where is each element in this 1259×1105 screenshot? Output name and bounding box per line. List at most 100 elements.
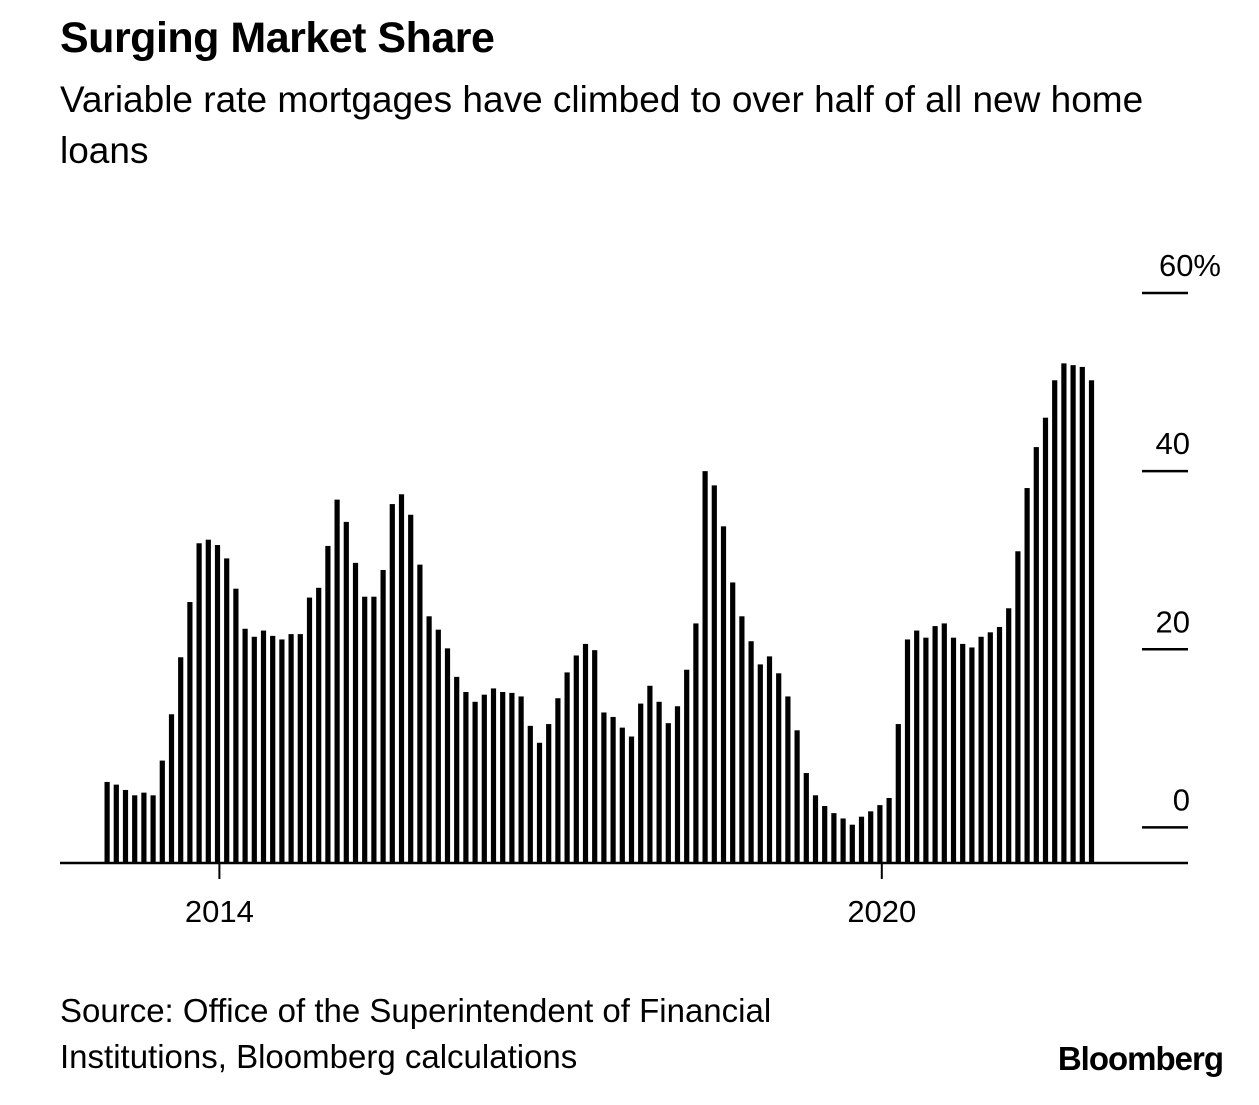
bar bbox=[1042, 417, 1049, 863]
bar bbox=[564, 672, 570, 863]
bar bbox=[481, 694, 487, 863]
bar bbox=[1061, 363, 1067, 863]
x-tick-label: 2014 bbox=[185, 894, 254, 929]
bar bbox=[656, 701, 662, 863]
bar bbox=[306, 597, 313, 863]
bar bbox=[426, 616, 432, 863]
bar bbox=[601, 712, 607, 863]
bar bbox=[914, 630, 920, 863]
bar bbox=[113, 784, 119, 864]
bar bbox=[104, 781, 110, 863]
bar bbox=[214, 545, 221, 863]
bar bbox=[895, 724, 901, 863]
bar bbox=[748, 641, 754, 863]
bar bbox=[665, 723, 671, 863]
bar bbox=[693, 623, 699, 863]
bar bbox=[435, 629, 441, 863]
bar bbox=[555, 698, 561, 863]
y-tick-label: 60% bbox=[1159, 248, 1221, 283]
bar bbox=[803, 773, 809, 863]
chart-title: Surging Market Share bbox=[60, 14, 495, 62]
bar bbox=[987, 632, 993, 863]
bar-chart: 60% 40 20 0 2014 2020 bbox=[60, 248, 1221, 929]
bar bbox=[242, 628, 248, 863]
chart-subtitle: Variable rate mortgages have climbed to … bbox=[60, 79, 1144, 171]
bar bbox=[196, 543, 202, 863]
bar bbox=[849, 824, 855, 863]
bar bbox=[509, 692, 515, 863]
bar bbox=[1024, 488, 1030, 863]
bar bbox=[1079, 366, 1085, 863]
bar bbox=[822, 806, 828, 863]
bar bbox=[730, 582, 736, 863]
x-axis: 2014 2020 bbox=[60, 861, 1188, 929]
bar bbox=[500, 692, 506, 863]
bar bbox=[417, 564, 423, 863]
bar bbox=[260, 630, 267, 863]
bar bbox=[251, 636, 257, 863]
y-axis: 60% 40 20 0 bbox=[1142, 248, 1221, 829]
bar bbox=[408, 514, 414, 863]
bar bbox=[978, 636, 984, 863]
bar bbox=[168, 714, 175, 863]
bar bbox=[141, 792, 147, 863]
bar bbox=[684, 669, 690, 863]
bar bbox=[711, 485, 717, 864]
bar bbox=[969, 647, 975, 863]
bar bbox=[592, 650, 598, 863]
bar bbox=[720, 526, 727, 863]
bar bbox=[776, 673, 782, 863]
bar bbox=[233, 588, 239, 863]
bar bbox=[904, 639, 911, 863]
bar bbox=[463, 692, 469, 863]
bar bbox=[702, 471, 708, 864]
bar bbox=[628, 736, 635, 863]
bar bbox=[325, 545, 331, 863]
bars-group bbox=[104, 363, 1095, 864]
bar bbox=[279, 639, 285, 863]
bar bbox=[757, 664, 763, 863]
bar bbox=[674, 706, 681, 863]
bar bbox=[1015, 551, 1021, 863]
bar bbox=[362, 596, 368, 863]
bar bbox=[150, 795, 156, 863]
bar bbox=[288, 634, 294, 863]
bar bbox=[941, 623, 947, 863]
bar bbox=[398, 494, 405, 863]
bar bbox=[840, 818, 846, 863]
x-tick-label: 2020 bbox=[847, 894, 916, 929]
bar bbox=[877, 805, 883, 863]
bar bbox=[546, 724, 552, 863]
bar bbox=[536, 742, 543, 863]
bar bbox=[573, 655, 579, 863]
bar bbox=[858, 816, 865, 863]
bar bbox=[389, 504, 395, 863]
bar bbox=[472, 701, 478, 863]
bar bbox=[122, 789, 129, 863]
source-note: Source: Office of the Superintendent of … bbox=[60, 992, 772, 1075]
bar bbox=[923, 637, 929, 863]
bar bbox=[996, 626, 1003, 863]
bar bbox=[444, 648, 451, 863]
bar bbox=[1070, 365, 1076, 863]
bar bbox=[610, 716, 616, 863]
bar bbox=[619, 727, 625, 864]
bar bbox=[766, 656, 773, 864]
bloomberg-logo: Bloomberg bbox=[1057, 1040, 1224, 1077]
bar bbox=[785, 696, 791, 863]
bar bbox=[352, 562, 359, 863]
bar bbox=[297, 634, 303, 863]
bar bbox=[1088, 380, 1095, 863]
y-tick-label: 0 bbox=[1173, 782, 1190, 817]
bar bbox=[159, 760, 165, 863]
bar bbox=[527, 725, 533, 863]
bar bbox=[950, 637, 957, 863]
bar bbox=[794, 730, 800, 863]
bar bbox=[831, 813, 837, 864]
bar bbox=[739, 616, 745, 863]
bar bbox=[205, 539, 211, 863]
bar bbox=[270, 635, 276, 863]
bar bbox=[812, 795, 819, 863]
bar bbox=[343, 521, 349, 863]
bar bbox=[582, 643, 589, 863]
